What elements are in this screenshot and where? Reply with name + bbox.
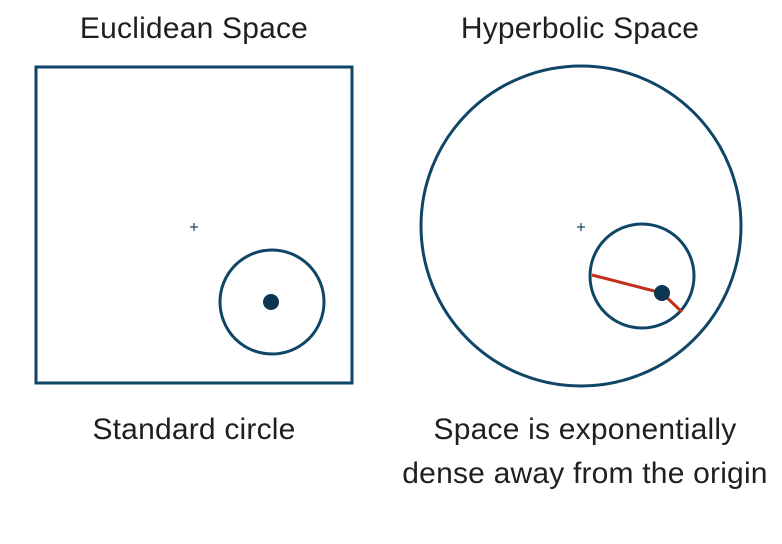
hyperbolic-space-boundary [419, 64, 743, 388]
hyperbolic-origin-plus-icon [577, 223, 585, 231]
hyperbolic-title: Hyperbolic Space [460, 12, 700, 45]
euclidean-origin-plus-icon [190, 223, 198, 231]
hyperbolic-center-point [654, 285, 670, 301]
euclidean-center-point [263, 294, 279, 310]
hyperbolic-circle [588, 222, 696, 330]
euclidean-circle [218, 248, 326, 356]
hyperbolic-radius-long [591, 273, 663, 295]
hyperbolic-panel [419, 64, 743, 388]
euclidean-caption: Standard circle [92, 413, 296, 446]
euclidean-title: Euclidean Space [79, 12, 309, 45]
hyperbolic-caption: Space is exponentially dense away from t… [402, 413, 768, 490]
euclidean-space-boundary [34, 65, 354, 385]
euclidean-panel [34, 65, 354, 385]
